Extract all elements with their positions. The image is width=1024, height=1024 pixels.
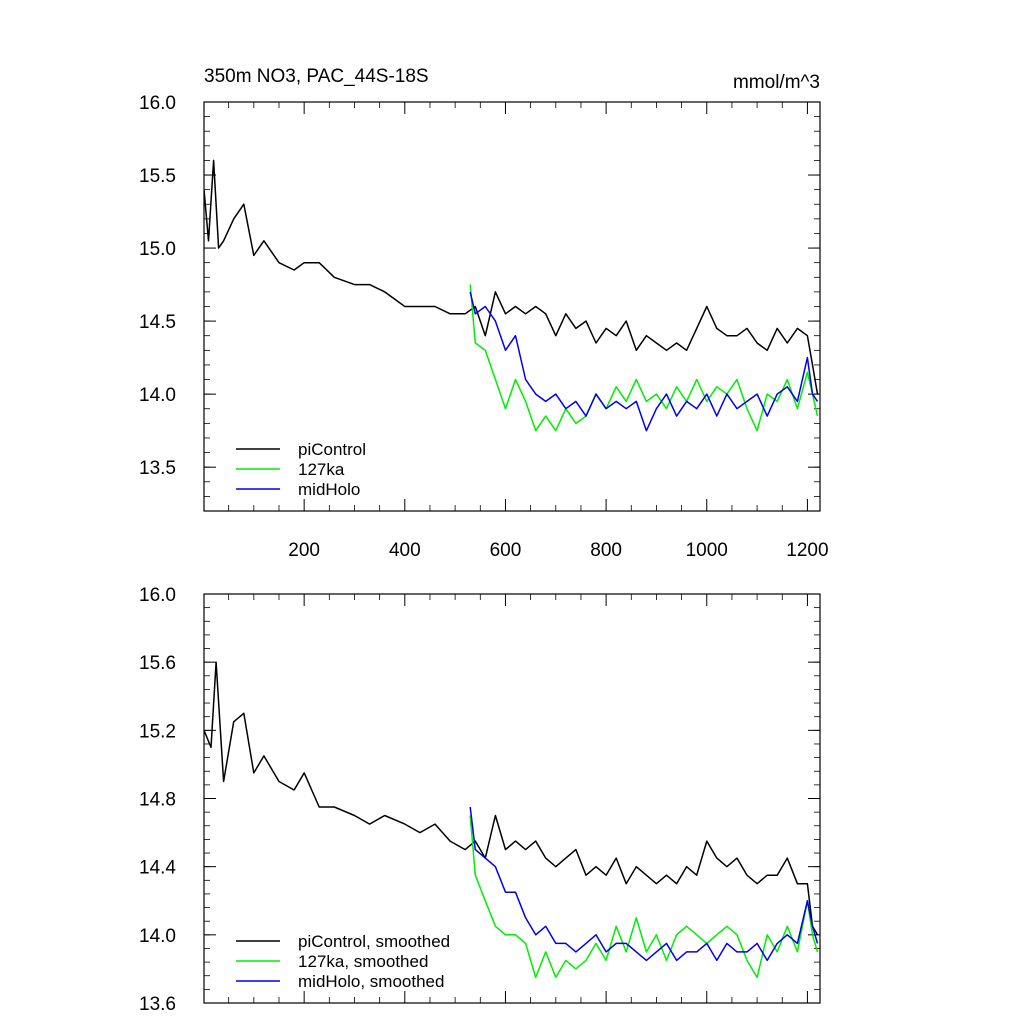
series-line-127ka-smoothed — [469, 815, 819, 979]
chart-units: mmol/m^3 — [733, 72, 820, 93]
y-tick-label: 14.5 — [139, 312, 176, 333]
legend-label: piControl, smoothed — [298, 932, 450, 951]
chart-title: 350m NO3, PAC_44S-18S — [204, 66, 429, 87]
legend-label: midHolo, smoothed — [298, 972, 444, 991]
legend-label: piControl — [298, 440, 366, 459]
legend-label: 127ka, smoothed — [298, 952, 428, 971]
x-tick-label: 200 — [288, 540, 320, 561]
series-line-picontrol-smoothed — [204, 661, 819, 936]
series-line-picontrol — [204, 159, 819, 395]
y-tick-label: 15.0 — [139, 239, 176, 260]
y-tick-label: 15.2 — [139, 721, 176, 742]
legend-label: midHolo — [298, 480, 360, 499]
y-tick-label: 14.0 — [139, 385, 176, 406]
legend-label: 127ka — [298, 460, 345, 479]
x-tick-label: 800 — [590, 540, 622, 561]
chart-panel-2: 13.6 14.0 14.4 14.8 15.2 15.6 16.0 piControl, s… — [139, 585, 821, 1015]
series-line-midholo-smoothed — [469, 806, 819, 962]
y-tick-label: 15.6 — [139, 653, 176, 674]
y-tick-label: 16.0 — [139, 93, 176, 114]
y-tick-label: 13.6 — [139, 994, 176, 1015]
y-tick-label: 14.8 — [139, 790, 176, 811]
x-tick-label: 600 — [490, 540, 522, 561]
x-tick-label: 400 — [389, 540, 421, 561]
y-tick-label: 16.0 — [139, 585, 176, 606]
y-tick-label: 13.5 — [139, 458, 176, 479]
chart-panel-1: 13.5 14.0 14.5 15.0 15.5 16.0 200 400 600 800 1000… — [139, 66, 829, 561]
y-tick-label: 15.5 — [139, 166, 176, 187]
x-tick-label: 1200 — [786, 540, 828, 561]
y-tick-label: 14.0 — [139, 926, 176, 947]
plot-frame — [203, 101, 821, 512]
y-tick-label: 14.4 — [139, 858, 176, 879]
x-tick-label: 1000 — [686, 540, 728, 561]
series-line-midholo — [469, 291, 819, 432]
series-line-127ka — [469, 284, 819, 432]
plot-frame — [203, 593, 821, 1004]
